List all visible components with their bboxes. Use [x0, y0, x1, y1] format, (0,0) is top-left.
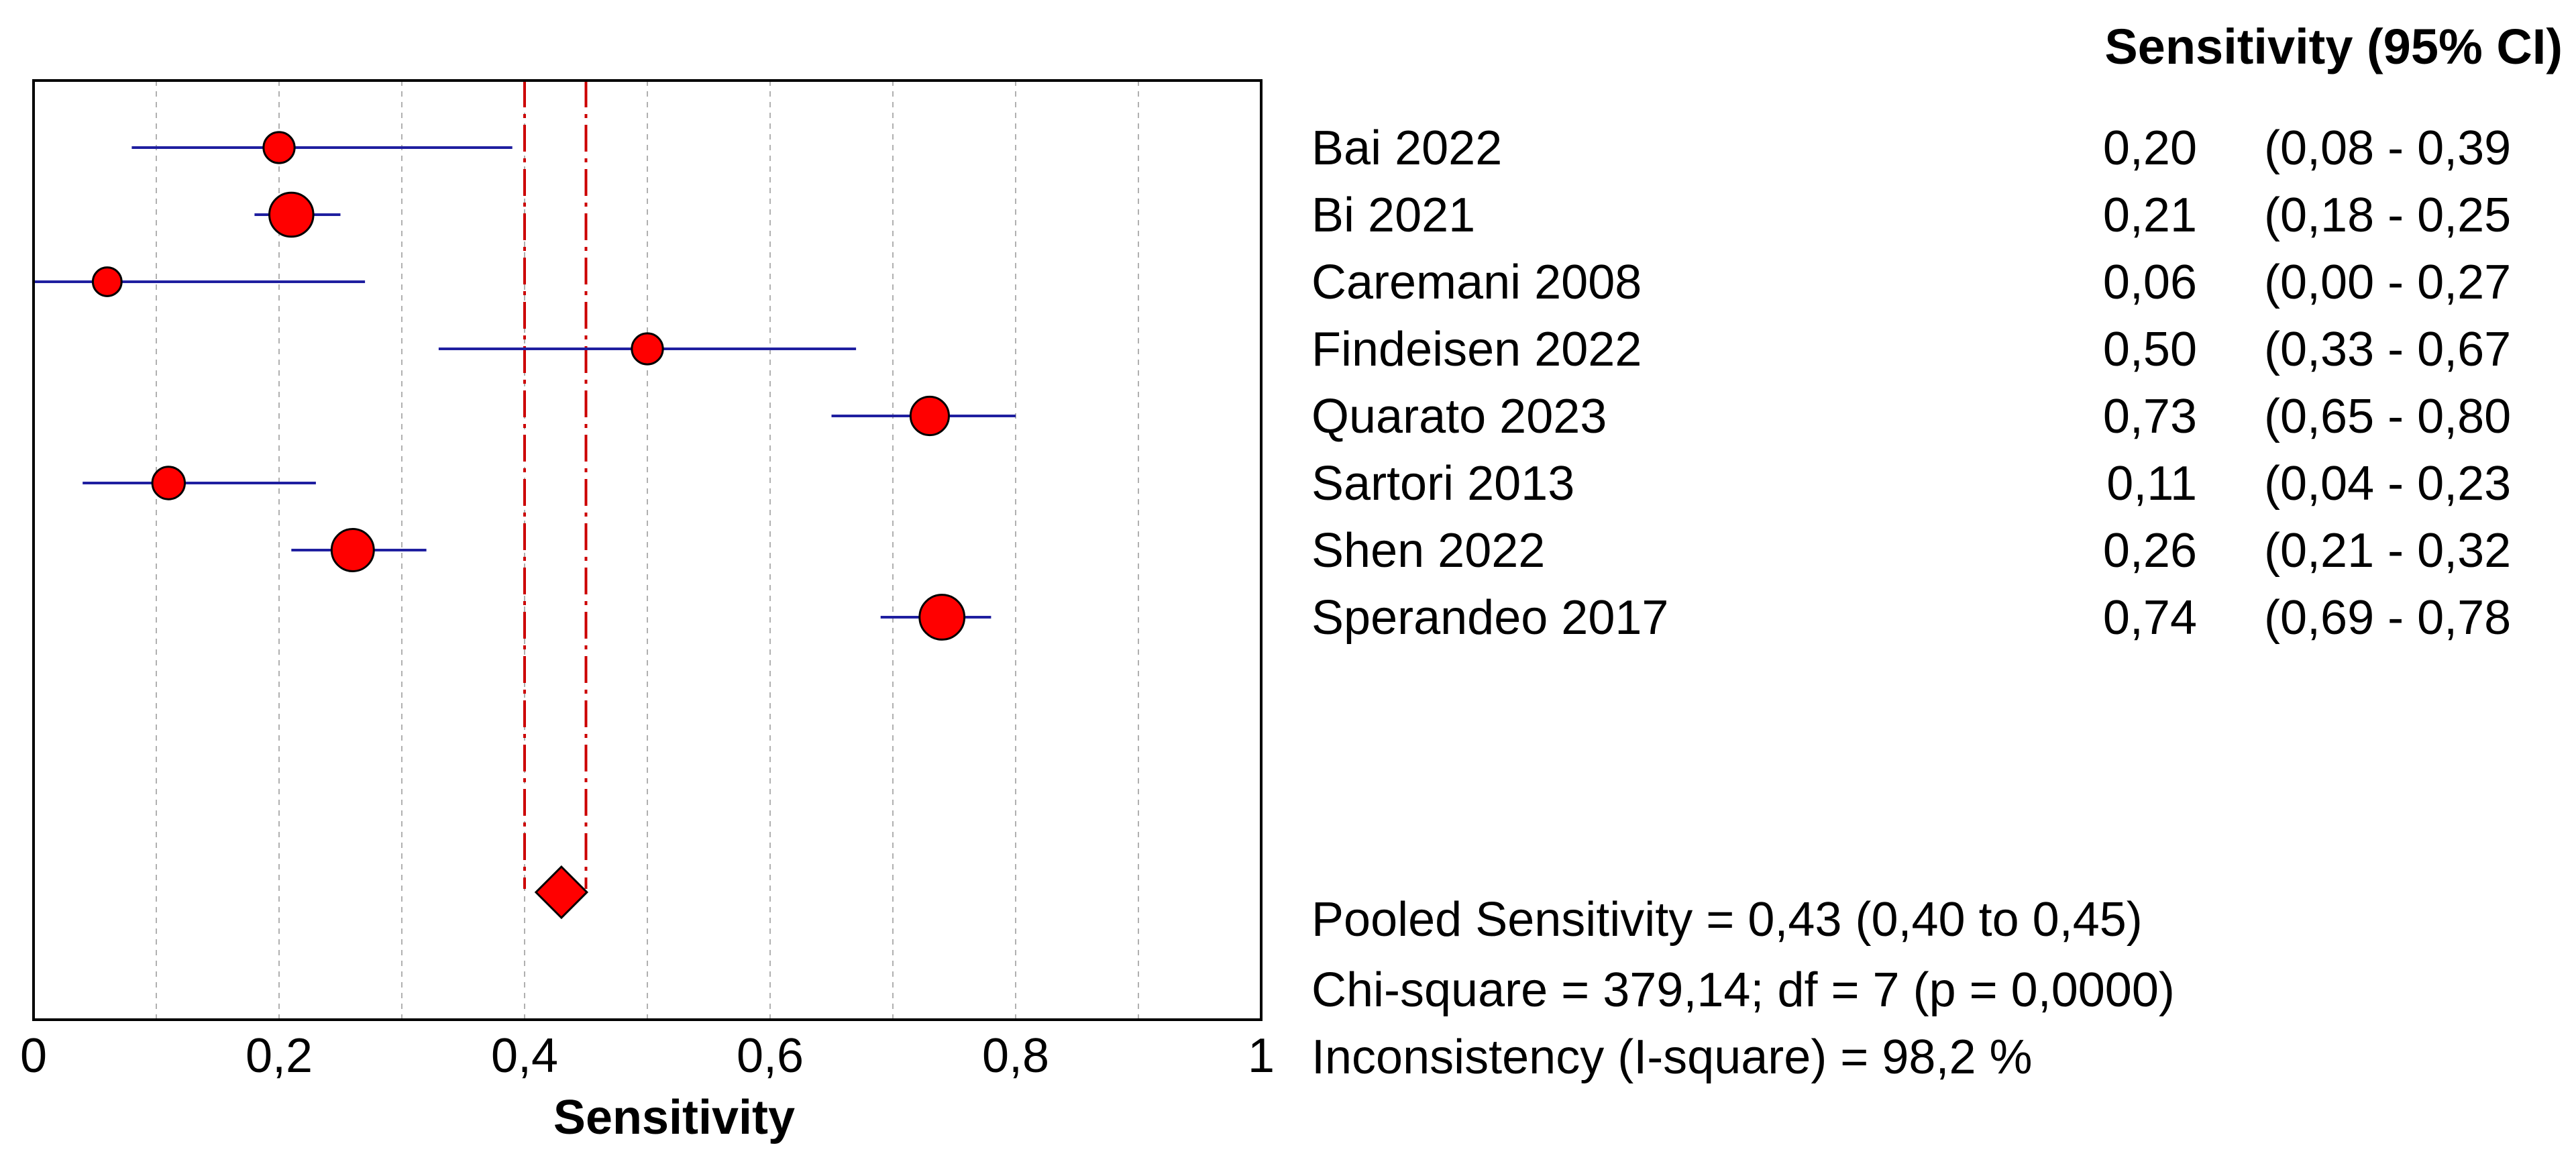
- x-axis-ticks: 0 0,2 0,4 0,6 0,8 1: [20, 1029, 1275, 1083]
- study-point: [268, 191, 315, 238]
- study-sensitivity: 0,21: [2103, 189, 2197, 242]
- plot-frame: [32, 79, 1263, 1021]
- study-sensitivity: 0,06: [2103, 256, 2197, 309]
- study-ci-interval: (0,33 - 0,67: [2264, 323, 2511, 376]
- x-tick-label: 0,8: [982, 1029, 1049, 1083]
- x-tick-label: 0,2: [246, 1029, 313, 1083]
- study-sensitivity: 0,11: [2106, 457, 2197, 511]
- x-axis-title: Sensitivity: [553, 1091, 795, 1144]
- study-point: [262, 131, 296, 164]
- study-sensitivity: 0,74: [2103, 591, 2197, 645]
- study-sensitivity: 0,50: [2103, 323, 2197, 376]
- study-point: [909, 395, 950, 437]
- x-tick-label: 0: [20, 1029, 47, 1083]
- pooled-ci-lines: [523, 81, 588, 889]
- study-ci-interval: (0,00 - 0,27: [2264, 256, 2511, 309]
- study-point: [151, 466, 186, 500]
- column-header: Sensitivity (95% CI): [2104, 19, 2563, 74]
- study-point: [918, 594, 966, 641]
- x-tick-label: 0,6: [737, 1029, 804, 1083]
- study-name: Sperandeo 2017: [1311, 591, 1668, 645]
- study-ci-interval: (0,08 - 0,39: [2264, 121, 2511, 175]
- study-marks: [34, 131, 1016, 920]
- study-point: [330, 528, 375, 572]
- heterogeneity-stats: Pooled Sensitivity = 0,43 (0,40 to 0,45)…: [1311, 893, 2175, 1084]
- study-ci-interval: (0,04 - 0,23: [2264, 457, 2511, 511]
- chi-square-text: Chi-square = 379,14; df = 7 (p = 0,0000): [1311, 963, 2175, 1017]
- inconsistency-text: Inconsistency (I-square) = 98,2 %: [1311, 1030, 2033, 1084]
- study-ci-interval: (0,18 - 0,25: [2264, 189, 2511, 242]
- pooled-diamond: [534, 865, 589, 920]
- study-name: Sartori 2013: [1311, 457, 1574, 511]
- study-ci-interval: (0,65 - 0,80: [2264, 390, 2511, 443]
- study-name: Shen 2022: [1311, 524, 1545, 578]
- study-name: Quarato 2023: [1311, 390, 1607, 443]
- study-name: Findeisen 2022: [1311, 323, 1642, 376]
- pooled-sensitivity-text: Pooled Sensitivity = 0,43 (0,40 to 0,45): [1311, 893, 2143, 947]
- study-sensitivity: 0,73: [2103, 390, 2197, 443]
- study-sensitivity: 0,26: [2103, 524, 2197, 578]
- study-point: [631, 332, 664, 366]
- study-point: [91, 266, 123, 297]
- study-ci-interval: (0,69 - 0,78: [2264, 591, 2511, 645]
- study-sensitivity: 0,20: [2103, 121, 2197, 175]
- study-name: Bai 2022: [1311, 121, 1502, 175]
- study-ci-interval: (0,21 - 0,32: [2264, 524, 2511, 578]
- study-name: Bi 2021: [1311, 189, 1475, 242]
- study-table: Bai 2022 0,20 (0,08 - 0,39 Bi 2021 0,21 (0,18…: [1311, 121, 2511, 645]
- x-tick-label: 1: [1248, 1029, 1275, 1083]
- study-name: Caremani 2008: [1311, 256, 1642, 309]
- x-tick-label: 0,4: [491, 1029, 558, 1083]
